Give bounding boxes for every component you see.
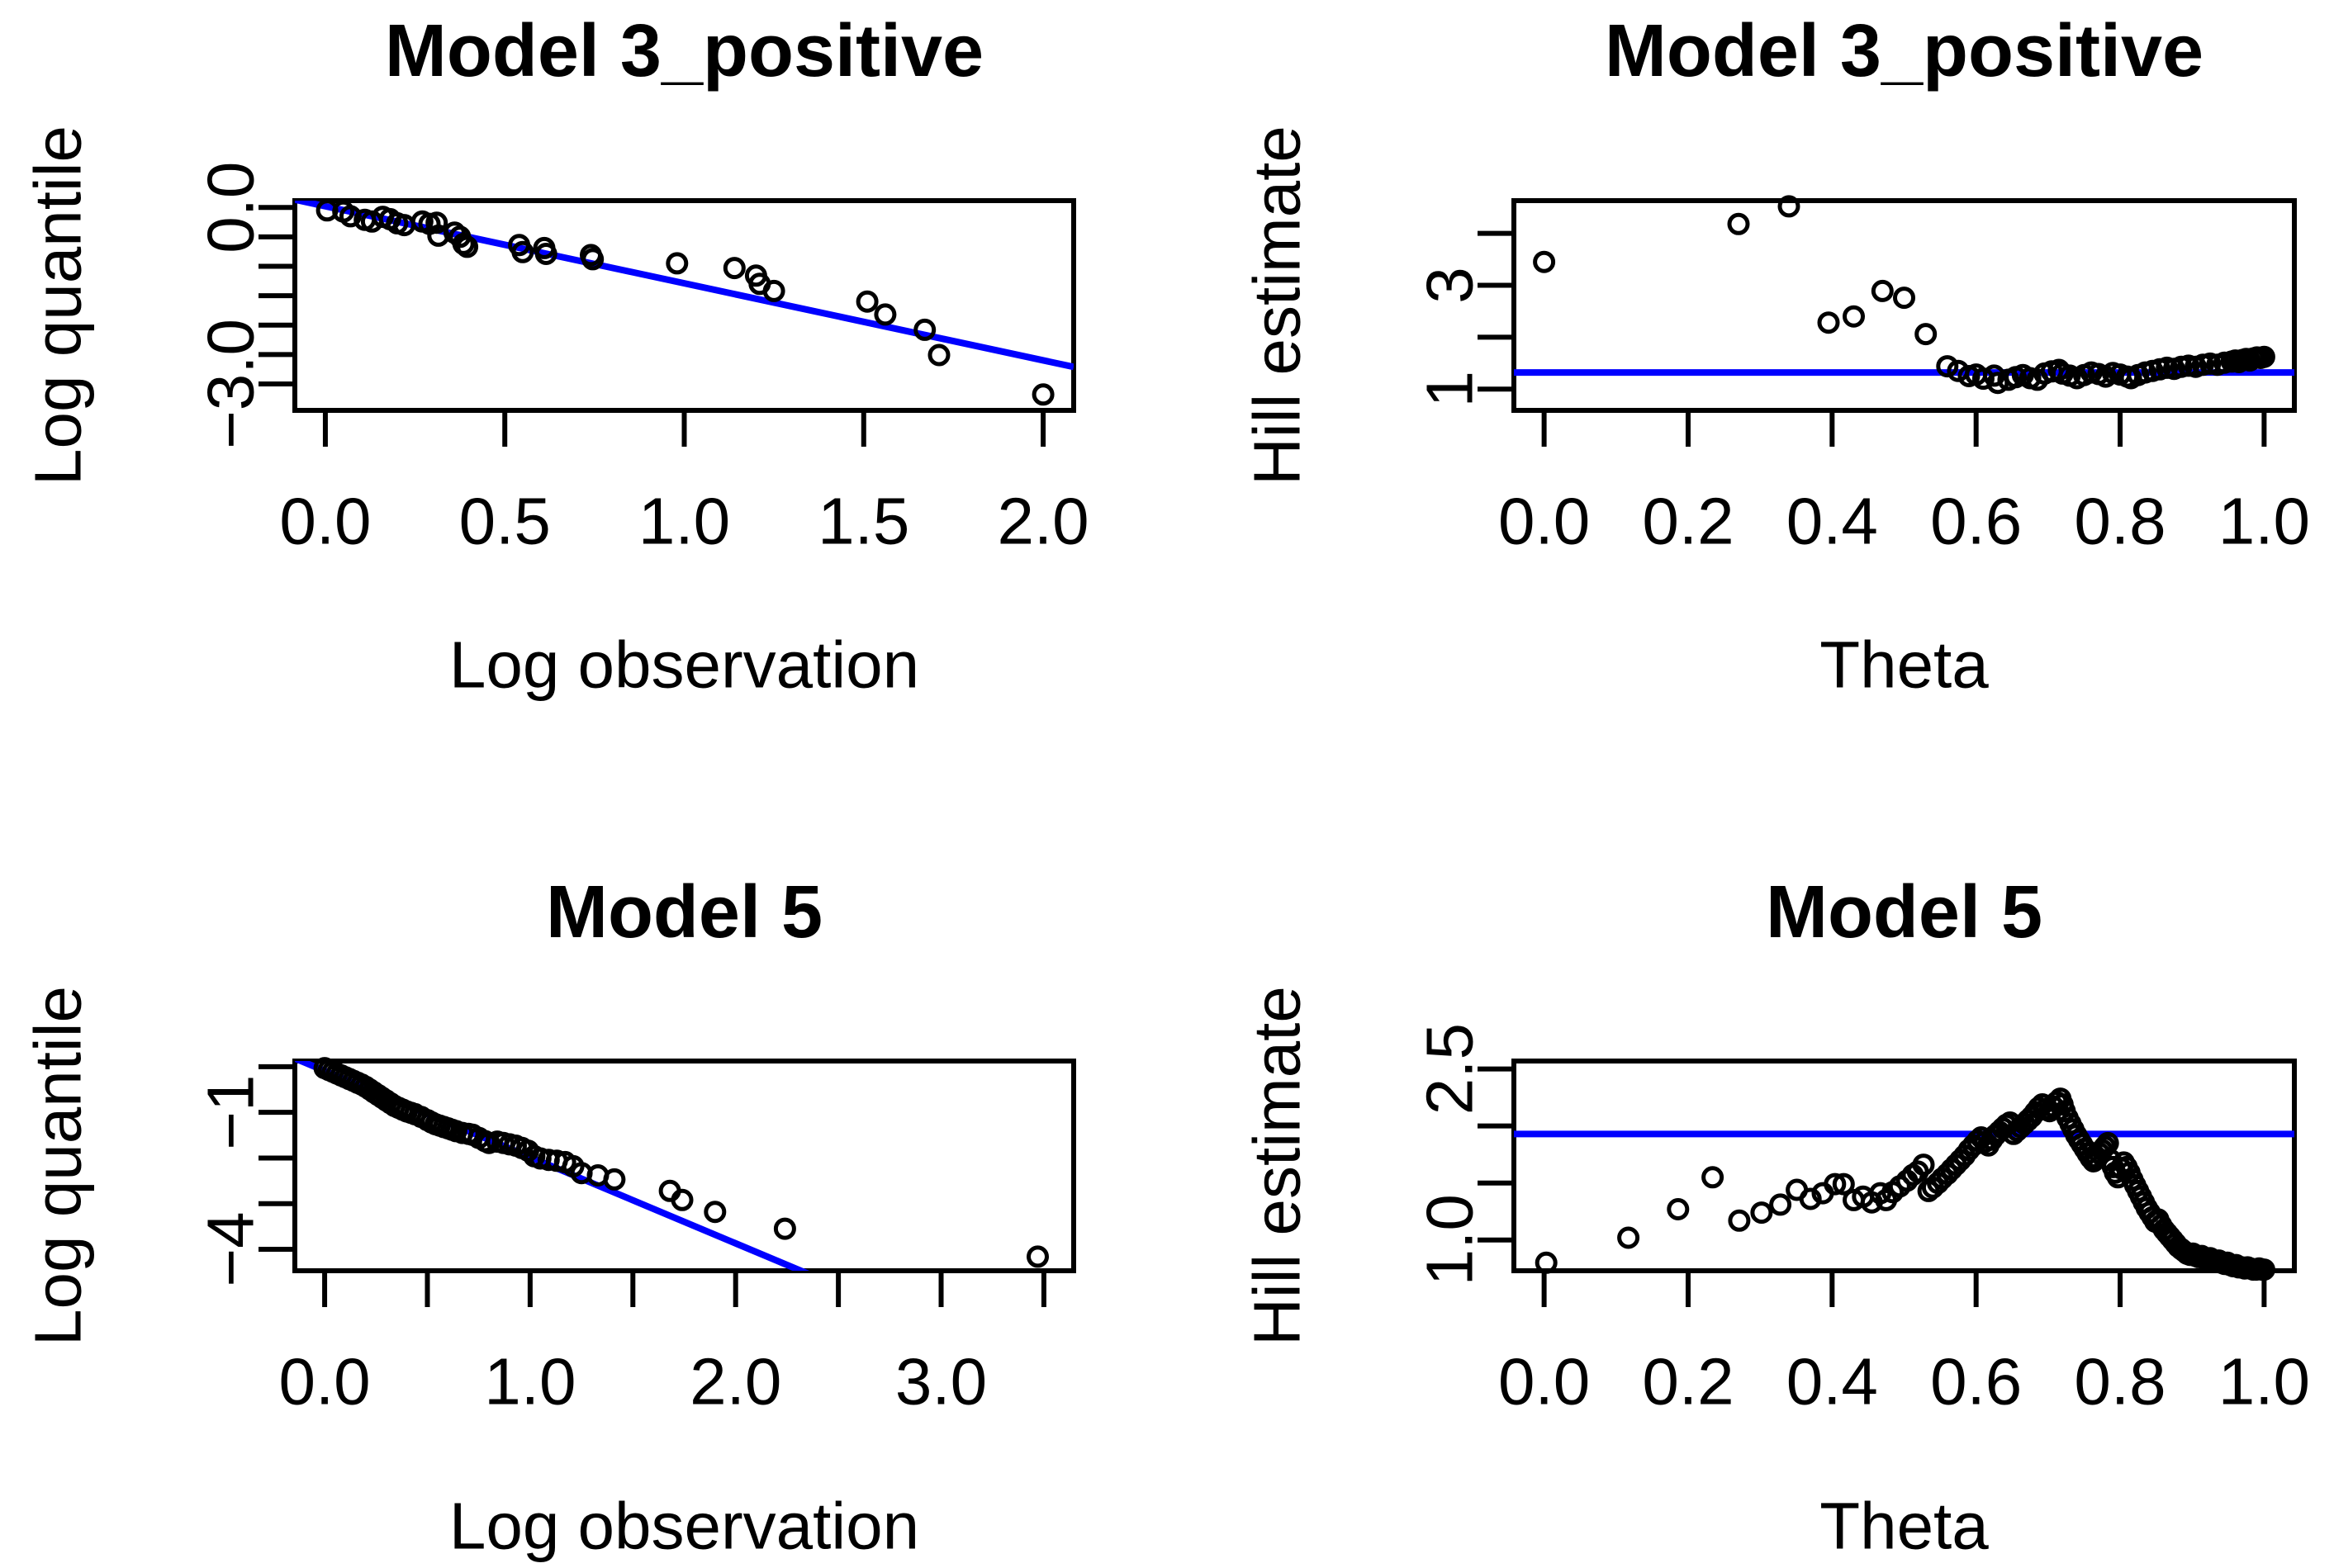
y-tick-label: 1 xyxy=(1413,371,1487,408)
x-tick-label: 2.0 xyxy=(997,485,1089,558)
panel-hill-model3-positive: 0.0 0.2 0.4 0.6 0.8 1.0 1 3 Model 3_positive Thet… xyxy=(1241,10,2310,702)
x-tick-label: 0.2 xyxy=(1642,485,1734,558)
y-tick-label: 2.5 xyxy=(1413,1023,1487,1115)
data-point xyxy=(1912,1153,1935,1177)
x-tick-label: 1.0 xyxy=(638,485,730,558)
panel-qq-model5: 0.0 1.0 2.0 3.0 −1 −4 Model 5 Log observation Lo… xyxy=(21,871,1076,1563)
data-point xyxy=(1817,311,1840,334)
panel-title: Model 5 xyxy=(546,871,823,954)
x-tick-label: 1.0 xyxy=(2218,1345,2310,1419)
data-point xyxy=(1832,1172,1855,1196)
data-point xyxy=(666,252,689,275)
y-axis-label: Log quantile xyxy=(21,986,95,1346)
data-point xyxy=(1971,367,1995,391)
data-point xyxy=(1843,305,1865,328)
data-point xyxy=(2252,345,2275,368)
x-axis-label: Theta xyxy=(1819,628,1989,702)
panel-title: Model 3_positive xyxy=(385,10,984,92)
y-tick-label: −4 xyxy=(194,1211,268,1286)
data-point xyxy=(704,1201,727,1224)
x-tick-label: 1.0 xyxy=(2218,485,2310,558)
scatter-points xyxy=(1533,195,2275,395)
data-point xyxy=(1769,1193,1792,1216)
plot-box xyxy=(1511,198,2297,413)
data-point xyxy=(762,279,785,302)
x-tick-label: 1.0 xyxy=(484,1345,576,1419)
x-tick-label: 0.0 xyxy=(1498,1345,1590,1419)
data-point xyxy=(2252,1258,2275,1281)
y-tick-label: 0.0 xyxy=(194,162,268,253)
panel-hill-model5: 0.0 0.2 0.4 0.6 0.8 1.0 1.0 2.5 Model 5 Theta Hill… xyxy=(1241,871,2310,1563)
data-point xyxy=(1667,1198,1690,1220)
x-tick-label: 0.2 xyxy=(1642,1345,1734,1419)
data-point xyxy=(511,240,534,263)
scatter-points xyxy=(315,199,1055,406)
data-point xyxy=(1535,1251,1558,1274)
data-point xyxy=(856,290,879,313)
x-tick-label: 0.0 xyxy=(279,485,371,558)
data-point xyxy=(603,1168,626,1191)
data-point xyxy=(1777,195,1800,218)
x-tick-label: 2.0 xyxy=(690,1345,781,1419)
data-point xyxy=(1533,250,1556,273)
data-point xyxy=(339,205,362,228)
data-point xyxy=(425,211,448,234)
x-tick-label: 0.0 xyxy=(278,1345,370,1419)
data-point xyxy=(874,303,897,326)
data-point xyxy=(1914,323,1938,346)
x-axis-label: Log observation xyxy=(449,628,919,702)
x-tick-label: 0.8 xyxy=(2074,485,2166,558)
data-point xyxy=(671,1188,694,1211)
y-tick-label: −3.0 xyxy=(194,319,268,449)
data-point xyxy=(2047,358,2071,381)
data-point xyxy=(1893,287,1915,310)
y-axis-label: Hill estimate xyxy=(1241,126,1314,486)
x-tick-label: 3.0 xyxy=(895,1345,987,1419)
data-point xyxy=(1799,1187,1822,1210)
data-point xyxy=(1871,279,1894,302)
data-point xyxy=(1750,1201,1773,1225)
data-point xyxy=(773,1217,796,1240)
data-point xyxy=(534,243,557,265)
y-tick-label: 1.0 xyxy=(1413,1194,1487,1286)
data-point xyxy=(477,1131,500,1154)
x-tick-label: 0.0 xyxy=(1498,485,1590,558)
x-tick-label: 0.8 xyxy=(2074,1345,2166,1419)
data-point xyxy=(723,257,746,280)
data-point xyxy=(1824,1172,1847,1196)
y-axis-label: Log quantile xyxy=(21,126,95,486)
data-point xyxy=(1027,1245,1049,1268)
plot-box xyxy=(292,1059,1076,1273)
data-point xyxy=(913,318,937,341)
x-axis-label: Theta xyxy=(1819,1490,1989,1563)
x-tick-label: 1.5 xyxy=(818,485,909,558)
x-tick-label: 0.4 xyxy=(1786,485,1878,558)
plot-box xyxy=(1511,1059,2297,1273)
y-tick-label: 3 xyxy=(1413,267,1487,304)
x-tick-label: 0.5 xyxy=(459,485,551,558)
data-point xyxy=(581,248,605,271)
scatter-points xyxy=(313,1057,1049,1268)
data-point xyxy=(456,235,479,258)
scatter-points xyxy=(1535,1087,2275,1281)
x-tick-label: 0.6 xyxy=(1930,485,2022,558)
data-point xyxy=(1727,212,1750,235)
panel-title: Model 5 xyxy=(1766,871,2042,954)
y-tick-label: −1 xyxy=(194,1075,268,1150)
data-point xyxy=(1728,1209,1751,1232)
x-tick-label: 0.6 xyxy=(1930,1345,2022,1419)
data-point xyxy=(1701,1166,1724,1189)
panel-title: Model 3_positive xyxy=(1605,10,2204,92)
data-point xyxy=(1032,383,1055,406)
fit-line xyxy=(295,201,1074,371)
x-tick-label: 0.4 xyxy=(1786,1345,1878,1419)
y-axis-label: Hill estimate xyxy=(1241,986,1314,1346)
x-axis-label: Log observation xyxy=(449,1490,919,1563)
data-point xyxy=(1936,355,1959,378)
data-point xyxy=(1617,1226,1640,1249)
data-point xyxy=(927,343,951,367)
